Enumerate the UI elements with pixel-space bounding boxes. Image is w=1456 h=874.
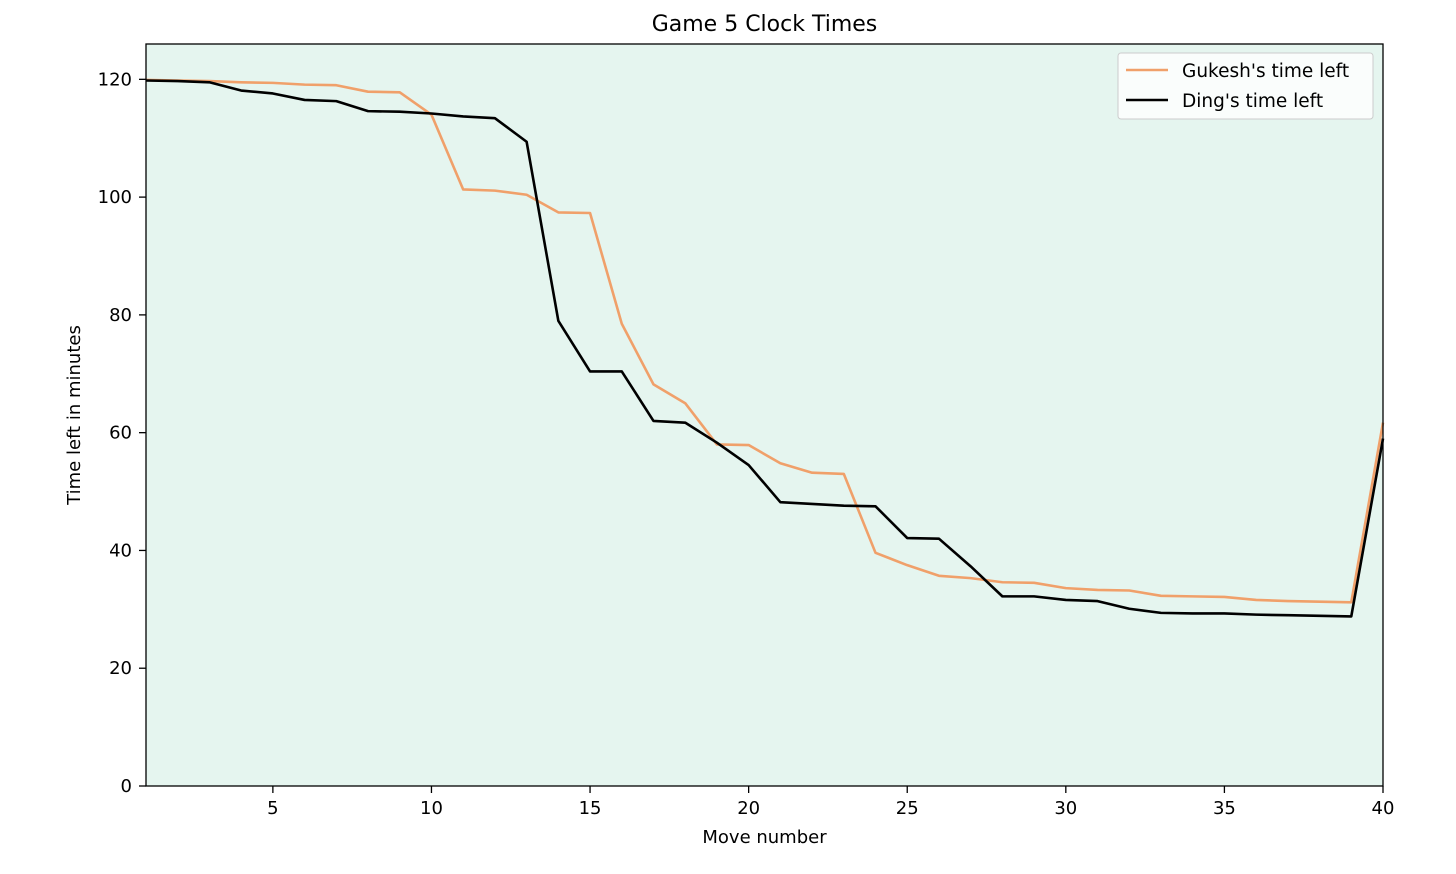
series-line-gukesh [145, 78, 1385, 604]
legend-label-ding: Ding's time left [1182, 91, 1323, 112]
y-tick-label: 80 [109, 305, 132, 326]
x-axis-label: Move number [702, 827, 827, 848]
y-axis-label: Time left in minutes [64, 325, 85, 506]
series-line-ding [145, 79, 1385, 618]
plot-frame [145, 43, 1384, 787]
series-layer [145, 78, 1385, 618]
y-tick-label: 60 [109, 423, 132, 444]
x-tick-label: 30 [1054, 798, 1077, 819]
y-tick-label: 40 [109, 540, 132, 561]
y-tick-label: 20 [109, 658, 132, 679]
x-tick-label: 10 [420, 798, 443, 819]
x-tick-label: 15 [579, 798, 602, 819]
x-tick-label: 40 [1372, 798, 1395, 819]
x-axis: 5 10 15 20 25 30 35 40 [267, 786, 1394, 819]
y-tick-label: 120 [98, 69, 132, 90]
legend: Gukesh's time left Ding's time left [1117, 52, 1374, 120]
y-tick-label: 0 [121, 776, 132, 797]
chart-title: Game 5 Clock Times [652, 12, 878, 37]
x-tick-label: 5 [267, 798, 278, 819]
y-axis: 0 20 40 60 80 100 120 [98, 69, 146, 797]
x-tick-label: 35 [1213, 798, 1236, 819]
x-tick-label: 25 [896, 798, 919, 819]
plot-area [146, 44, 1383, 786]
legend-label-gukesh: Gukesh's time left [1182, 61, 1349, 82]
y-tick-label: 100 [98, 187, 132, 208]
legend-box [1117, 52, 1374, 120]
x-tick-label: 20 [737, 798, 760, 819]
